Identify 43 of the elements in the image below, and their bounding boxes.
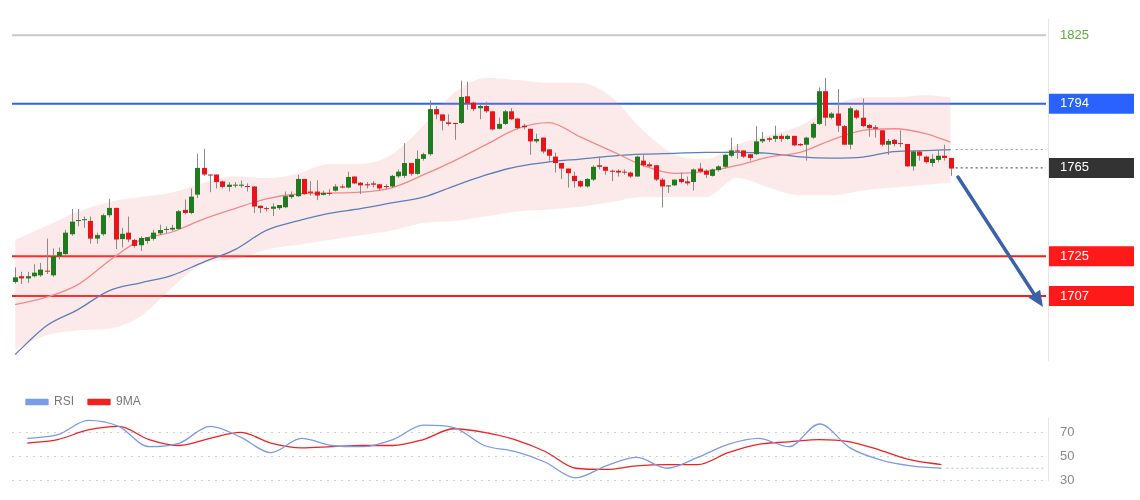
candlestick	[327, 188, 332, 197]
y-tick-label: 30	[1060, 471, 1075, 487]
candlestick	[76, 208, 81, 227]
candlestick	[88, 216, 93, 245]
candlestick	[446, 113, 451, 127]
candlestick	[553, 152, 558, 174]
candlestick	[120, 227, 125, 248]
candlestick	[245, 182, 250, 193]
candlestick	[82, 216, 87, 229]
candlestick	[490, 110, 495, 131]
y-tick-label: 70	[1060, 423, 1075, 439]
y-tick-label: 1794	[1060, 95, 1089, 111]
y-tick-label: 1725	[1060, 247, 1089, 263]
candlestick	[45, 238, 50, 275]
line-series	[26, 419, 942, 479]
candlestick	[453, 122, 458, 141]
candlestick	[296, 174, 301, 198]
candlestick	[804, 136, 809, 162]
candlestick	[754, 125, 759, 156]
line-series	[26, 425, 942, 471]
candlestick	[51, 247, 56, 278]
ref-line-label: 1825	[1060, 26, 1089, 42]
candlestick	[70, 208, 75, 237]
line-series	[14, 121, 952, 306]
line-series	[14, 148, 952, 356]
candlestick	[905, 143, 910, 168]
y-tick-label: 1765	[1060, 159, 1089, 175]
legend-label: RSI	[54, 394, 75, 409]
y-tick-label: 1707	[1060, 287, 1089, 303]
candlestick	[202, 148, 207, 177]
candlestick	[107, 198, 112, 218]
candlestick	[911, 149, 916, 172]
y-tick-label: 50	[1060, 447, 1075, 463]
candlestick	[635, 155, 640, 178]
legend-label: 9MA	[116, 394, 141, 409]
candlestick	[465, 81, 470, 111]
candlestick	[836, 88, 841, 133]
candlestick	[189, 187, 194, 215]
candlestick	[415, 149, 420, 176]
candlestick	[528, 128, 533, 156]
candlestick	[315, 179, 320, 201]
candlestick	[101, 213, 106, 237]
candlestick	[126, 216, 131, 243]
